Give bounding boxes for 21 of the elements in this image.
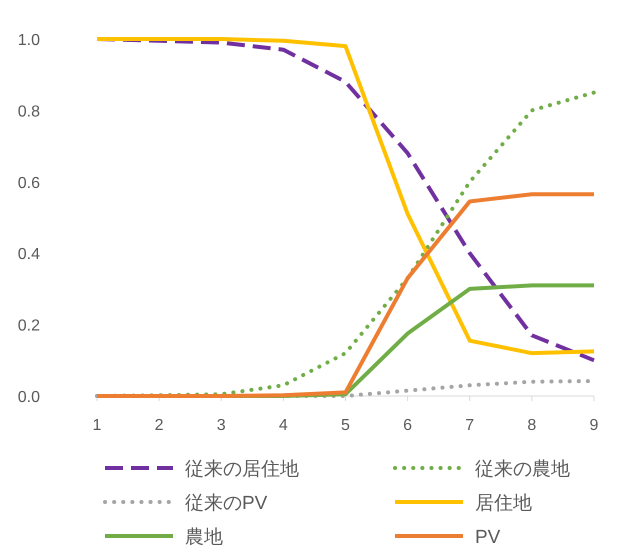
legend-label: 農地 xyxy=(185,527,223,548)
legend-label: 従来のPV xyxy=(185,493,268,514)
x-tick-label: 9 xyxy=(590,417,599,434)
x-tick-label: 4 xyxy=(278,417,288,434)
y-tick-label: 0.4 xyxy=(18,246,40,264)
y-tick-label: 0.2 xyxy=(18,318,40,335)
legend-label: 居住地 xyxy=(475,493,532,514)
y-tick-label: 0.8 xyxy=(18,103,40,120)
y-tick-label: 0.0 xyxy=(18,389,40,406)
x-tick-label: 5 xyxy=(341,417,350,434)
x-tick-label: 8 xyxy=(527,417,536,434)
y-tick-label: 1.0 xyxy=(18,32,40,49)
legend-label: 従来の居住地 xyxy=(185,459,299,480)
legend-label: PV xyxy=(475,527,501,548)
legend-label: 従来の農地 xyxy=(475,459,570,480)
x-tick-label: 7 xyxy=(465,417,474,434)
y-tick-label: 0.6 xyxy=(18,174,40,192)
x-tick-label: 3 xyxy=(216,417,226,434)
x-tick-label: 6 xyxy=(403,417,412,434)
x-tick-label: 2 xyxy=(154,417,164,434)
x-tick-label: 1 xyxy=(92,417,102,434)
